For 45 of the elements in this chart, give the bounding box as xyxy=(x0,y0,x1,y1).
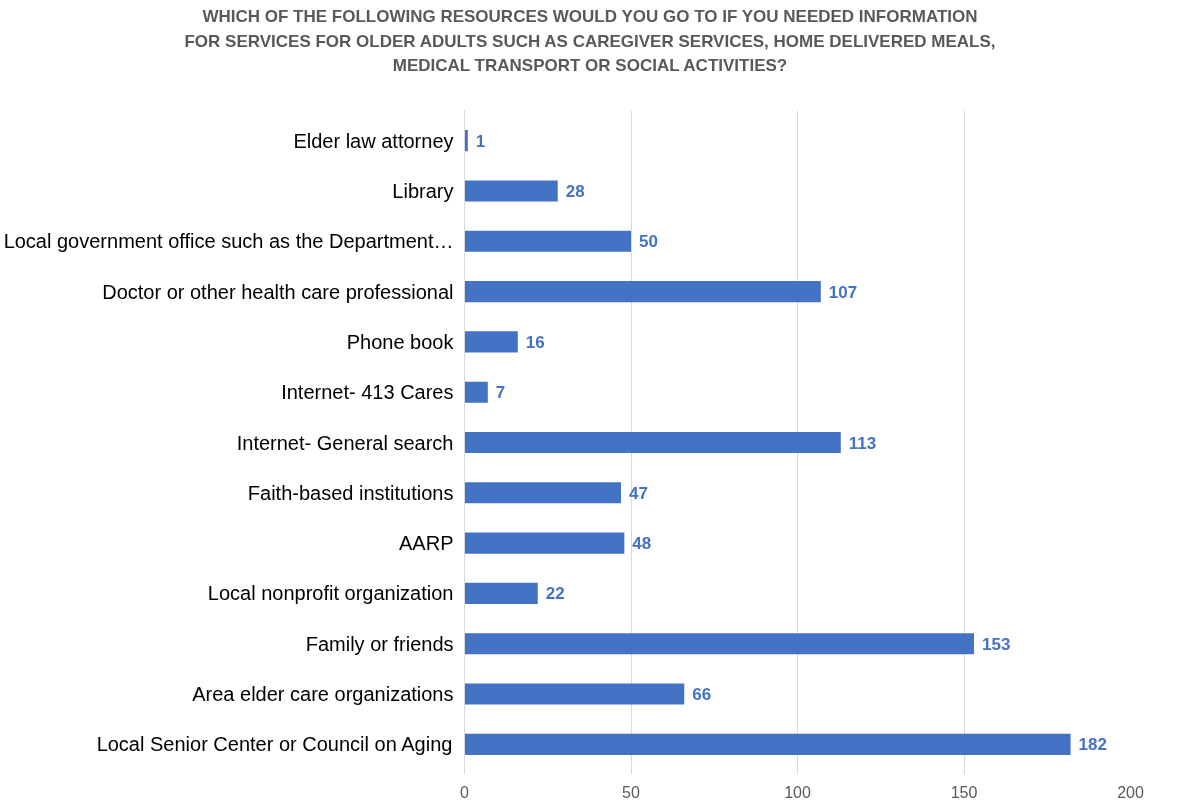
x-tick-label: 200 xyxy=(1117,783,1144,801)
data-label: 182 xyxy=(1078,735,1107,755)
data-label: 22 xyxy=(545,584,565,604)
data-label: 28 xyxy=(565,181,585,201)
data-label: 66 xyxy=(692,685,712,705)
y-tick-label: Family or friends xyxy=(305,632,454,655)
data-label: 1 xyxy=(475,131,486,151)
y-tick-label: Faith-based institutions xyxy=(247,481,454,504)
y-tick-label: Local government office such as the Department… xyxy=(3,230,454,253)
data-label: 16 xyxy=(525,332,545,352)
y-tick-label: Local Senior Center or Council on Aging xyxy=(96,733,453,756)
y-tick-label: Area elder care organizations xyxy=(192,683,454,706)
bar xyxy=(464,180,558,202)
y-tick-label: Library xyxy=(392,179,454,202)
x-tick-label: 100 xyxy=(784,783,811,801)
bar xyxy=(464,230,631,252)
bar xyxy=(464,281,821,303)
bar xyxy=(464,381,488,403)
x-tick-label: 0 xyxy=(460,783,470,801)
bar xyxy=(464,130,468,152)
chart-title: WHICH OF THE FOLLOWING RESOURCES WOULD YOU GO TO IF YOU NEEDED INFORMATION FOR SERVICES FOR OLDER ADULTS SUCH AS CAREGIVER SERVICES, HOME DELIVERED MEALS, MEDICAL TRANSPORT OR SOCIAL ACTIVITIES? xyxy=(184,6,996,78)
bar xyxy=(464,482,622,504)
bar xyxy=(464,532,625,554)
data-label: 50 xyxy=(639,232,658,252)
x-tick-label: 150 xyxy=(950,783,978,801)
y-tick-label: Phone book xyxy=(346,330,455,353)
bar xyxy=(464,431,841,454)
y-tick-label: Doctor or other health care professional xyxy=(102,280,454,303)
data-label: 113 xyxy=(848,433,877,453)
data-label: 7 xyxy=(495,383,506,403)
data-label: 153 xyxy=(981,634,1011,654)
data-label: 107 xyxy=(828,282,858,302)
bar xyxy=(464,683,685,705)
bar xyxy=(464,733,1071,755)
y-tick-label: Local nonprofit organization xyxy=(207,582,454,605)
y-tick-label: Internet- General search xyxy=(236,431,454,454)
x-tick-label: 50 xyxy=(622,783,640,801)
bar xyxy=(464,582,538,604)
bar xyxy=(464,331,518,353)
data-label: 47 xyxy=(629,483,648,503)
y-tick-label: AARP xyxy=(399,532,454,555)
y-tick-label: Internet- 413 Cares xyxy=(281,381,454,404)
y-tick-label: Elder law attorney xyxy=(293,129,454,152)
bar xyxy=(464,633,974,655)
data-label: 48 xyxy=(632,534,652,554)
